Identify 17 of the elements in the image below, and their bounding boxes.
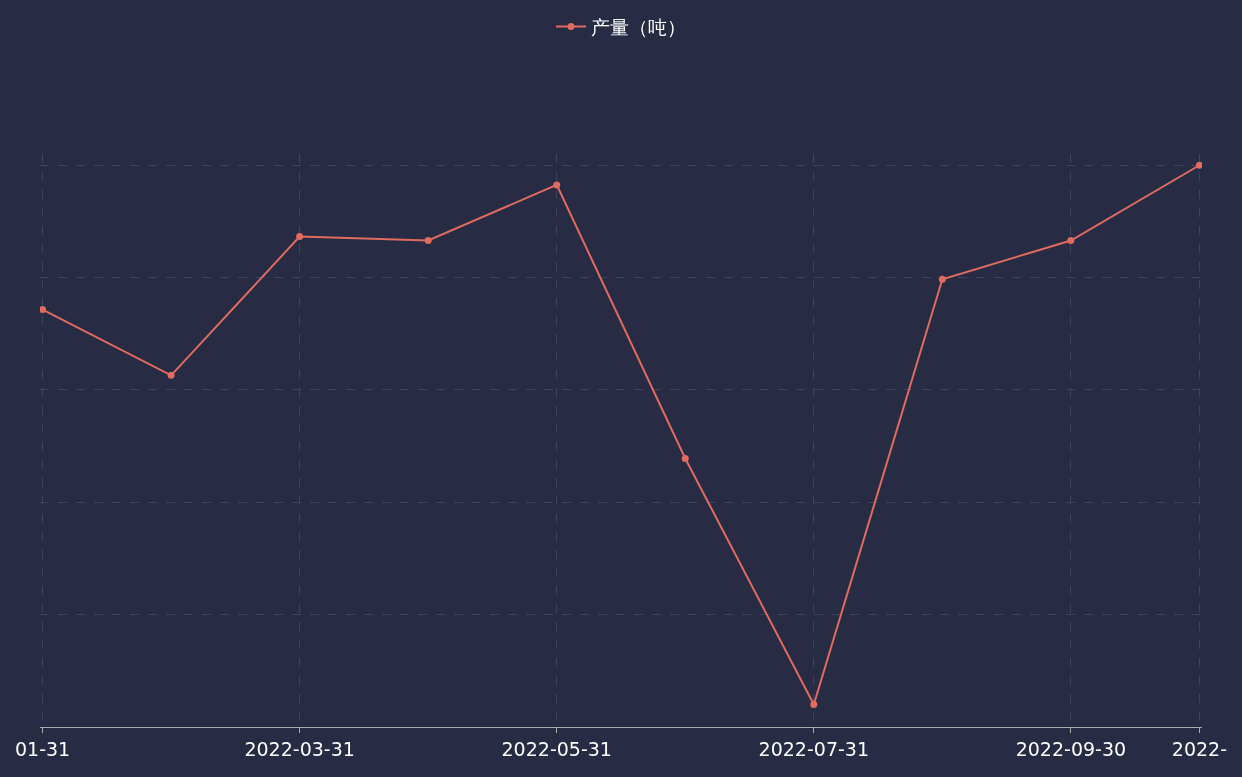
point [424,237,432,245]
point [553,181,561,189]
x-tick-label: 2022-09-30 [1015,737,1127,760]
x-tick-label: 2022-05-31 [501,737,612,760]
x-tick-label: 2022- [1171,737,1228,760]
x-tick-label: 2022-07-31 [758,737,870,760]
x-tick-label: 01-31 [14,737,71,760]
point [167,371,175,379]
point [1195,161,1202,169]
x-tick-label: 2022-03-31 [244,737,355,760]
point [296,233,304,241]
point [938,275,946,283]
legend-label: 产量（吨） [591,16,686,39]
point [40,306,47,314]
point [681,454,689,462]
point [810,701,818,709]
point [1067,237,1075,245]
